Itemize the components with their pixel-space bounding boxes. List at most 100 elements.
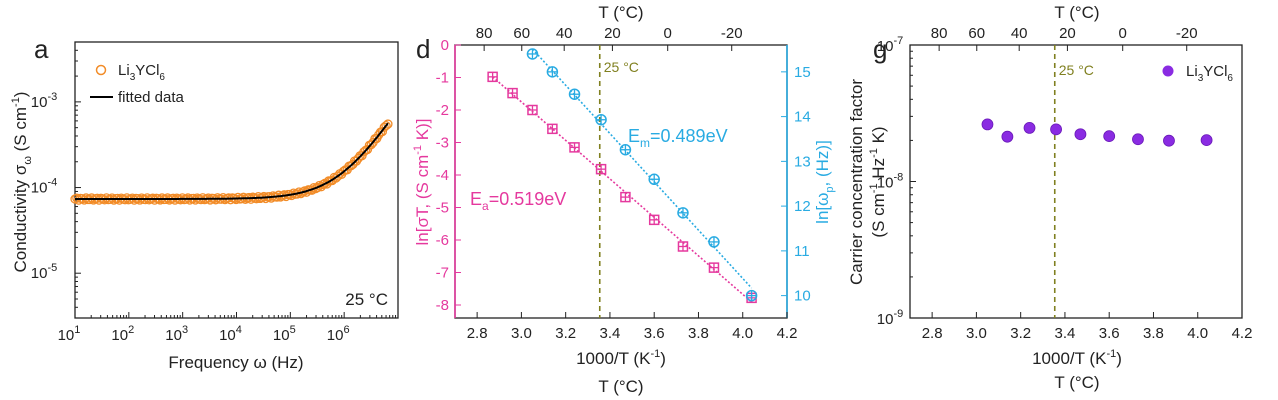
panel-d-top-tick-label: 20	[604, 25, 621, 42]
panel-a-legend-label-measured: Li3YCl6	[118, 62, 165, 83]
panel-a-x-tick-label: 101	[58, 324, 81, 344]
panel-d-left-tick-label: -8	[436, 297, 449, 314]
panel-g-x-tick-label: 3.8	[1143, 325, 1164, 342]
panel-d-x-tick-label: 3.6	[644, 325, 665, 342]
panel-d-left-tick-label: -7	[436, 265, 449, 282]
panel-g-y-tick-label: 10-8	[877, 172, 903, 192]
panel-d-frame	[454, 44, 788, 319]
panel-g-top-tick-label: 0	[1119, 25, 1127, 42]
panel-a-legend-label-fit: fitted data	[118, 89, 185, 106]
panel-g-data-point	[981, 118, 994, 131]
panel-d-em-annotation: Em=0.489eV	[628, 126, 728, 150]
panel-a-x-tick-label: 106	[327, 324, 350, 344]
panel-a-x-axis-label: Frequency ω (Hz)	[168, 353, 303, 372]
panel-d-x-tick-label: 4.2	[777, 325, 798, 342]
panel-d-fit-line	[531, 48, 753, 289]
panel-a-label: a	[34, 34, 49, 64]
panel-a-x-tick-label: 104	[219, 324, 242, 344]
panel-g-y-axis-label-line2: (S cm-1 Hz-1 K)	[868, 126, 888, 237]
panel-g-x-tick-label: 2.8	[922, 325, 943, 342]
panel-d-right-tick-label: 14	[794, 109, 811, 126]
panel-d-top-tick-label: 60	[513, 25, 530, 42]
panel-a-x-tick-label: 103	[165, 324, 188, 344]
panel-d-omega-point	[619, 143, 632, 156]
panel-a-legend-marker-measured	[95, 64, 107, 76]
panel-d-x-axis-label: 1000/T (K-1)	[576, 348, 666, 368]
panel-d-omega-point	[595, 113, 607, 126]
panel-d-omega-point	[526, 48, 539, 60]
panel-g-x-tick-label: 4.0	[1187, 325, 1208, 342]
panel-g-label: g	[873, 34, 887, 64]
panel-g-y-axis-label-line1: Carrier concentration factor	[847, 79, 866, 285]
panel-a-frame	[74, 41, 399, 319]
panel-d-right-tick-label: 11	[794, 243, 810, 260]
panel-d-sigmaT-point	[507, 87, 518, 99]
panel-d-left-tick-label: -5	[436, 200, 449, 217]
panel-d-left-tick-label: -2	[436, 102, 449, 119]
panel-d-top-tick-label: 0	[664, 25, 672, 42]
panel-d-x-tick-label: 3.0	[511, 325, 532, 342]
panel-g-x-tick-label: 3.0	[966, 325, 987, 342]
panel-d-left-tick-label: 0	[441, 37, 449, 54]
panel-d-omega-point	[648, 173, 660, 186]
panel-g-25c-label: 25 °C	[1059, 62, 1094, 78]
panel-d-label: d	[416, 34, 430, 64]
panel-d-omega-point	[568, 88, 581, 100]
panel-a-x-tick-label: 105	[273, 324, 296, 344]
panel-d-left-tick-label: -6	[436, 232, 449, 249]
panel-g-x-tick-label: 3.2	[1010, 325, 1031, 342]
panel-g-data-point	[1132, 133, 1144, 146]
panel-d-right-axis-label: ln[ωp, (Hz)]	[813, 140, 836, 224]
panel-g-y-tick-label: 10-7	[877, 35, 903, 55]
panel-g-bottom-extra-label: T (°C)	[1054, 373, 1099, 392]
panel-d-sigmaT-point	[677, 241, 689, 252]
panel-a-temperature-annotation: 25 °C	[345, 290, 388, 309]
panel-d-sigmaT-point	[527, 104, 538, 116]
panel-a-y-axis-label: Conductivity σω (S cm-1)	[10, 92, 34, 273]
panel-d-left-tick-label: -3	[436, 135, 449, 152]
panel-d-left-tick-label: -4	[436, 167, 449, 184]
panel-d-sigmaT-point	[547, 123, 558, 135]
panel-d-right-tick-label: 13	[794, 153, 811, 170]
panel-g-x-tick-label: 3.4	[1055, 325, 1076, 342]
panel-g-x-tick-label: 4.2	[1232, 325, 1253, 342]
panel-d-x-tick-label: 3.8	[688, 325, 709, 342]
panel-g-top-tick-label: 40	[1011, 25, 1028, 42]
panel-d-right-tick-label: 15	[794, 64, 811, 81]
panel-d-sigmaT-point	[708, 262, 720, 273]
panel-d-sigmaT-point	[595, 163, 607, 175]
panel-g-y-tick-label: 10-9	[877, 308, 903, 328]
panel-d-sigmaT-point	[487, 71, 498, 83]
panel-a-fit-line	[75, 122, 389, 200]
panel-d-omega-point	[677, 207, 689, 219]
panel-d-omega-point	[546, 66, 559, 78]
panel-d-left-axis-label: ln[σT, (S cm-1 K)]	[412, 118, 432, 245]
panel-g-top-axis-label: T (°C)	[1054, 3, 1099, 22]
panel-d-top-tick-label: 80	[476, 25, 493, 42]
panel-d-x-tick-label: 3.4	[600, 325, 621, 342]
panel-a-data-point	[383, 119, 393, 129]
panel-a-x-tick-label: 102	[111, 324, 134, 344]
panel-d-sigmaT-point	[569, 142, 580, 153]
panel-g-data-point	[1074, 128, 1087, 141]
panel-a-data-point	[381, 120, 391, 131]
panel-d-sigmaT-point	[620, 191, 631, 203]
panel-g-data-point	[1050, 123, 1062, 136]
panel-g-data-point	[1200, 134, 1213, 147]
panel-g-top-tick-label: -20	[1176, 25, 1198, 42]
panel-g-top-tick-label: 80	[931, 25, 948, 42]
panel-g-legend-marker	[1162, 65, 1174, 77]
panel-a-y-tick-label: 10-4	[31, 177, 57, 197]
panel-d-x-tick-label: 2.8	[467, 325, 488, 342]
panel-a-y-tick-label: 10-5	[31, 262, 57, 282]
panel-d-left-tick-label: -1	[436, 70, 449, 87]
panel-d-right-tick-label: 12	[794, 198, 811, 215]
panel-d-omega-point	[708, 236, 720, 248]
panel-g-data-point	[1023, 121, 1036, 134]
panel-d-sigmaT-point	[648, 214, 660, 226]
panel-d-ea-annotation: Ea=0.519eV	[470, 189, 566, 213]
panel-d-x-tick-label: 3.2	[555, 325, 576, 342]
panel-g-top-tick-label: 20	[1059, 25, 1076, 42]
panel-g-x-tick-label: 3.6	[1099, 325, 1120, 342]
